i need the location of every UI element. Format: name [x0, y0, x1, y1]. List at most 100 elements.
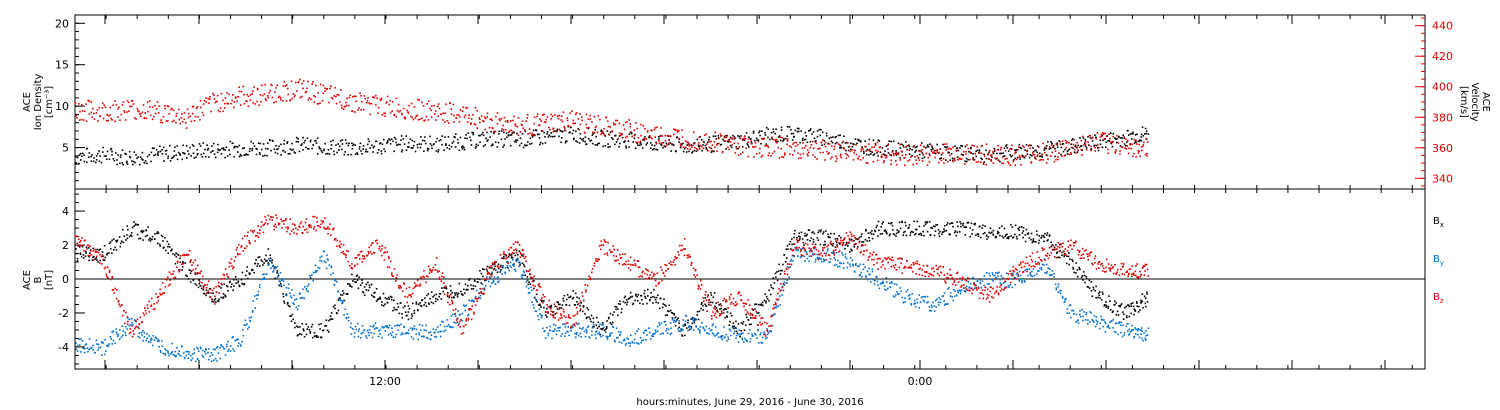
density-point — [266, 154, 268, 157]
b-By-point — [281, 278, 283, 280]
density-point — [1047, 141, 1049, 143]
velocity-point — [976, 146, 978, 148]
b-Bx-point — [435, 297, 437, 300]
density-point — [1115, 138, 1117, 140]
b-Bx-point — [676, 318, 678, 321]
velocity-point — [291, 97, 294, 100]
velocity-point — [319, 83, 322, 86]
density-point — [289, 152, 291, 155]
density-point — [968, 150, 970, 153]
velocity-point — [144, 112, 146, 114]
b-By-point — [294, 299, 296, 301]
velocity-point — [1059, 143, 1062, 146]
b-By-point — [188, 351, 190, 353]
b-By-point — [695, 318, 698, 321]
density-point — [129, 156, 132, 159]
density-point — [164, 150, 167, 152]
b-Bx-point — [1010, 223, 1012, 226]
velocity-point — [1018, 154, 1021, 157]
b-By-point — [350, 322, 352, 325]
b-Bx-point — [844, 244, 847, 246]
velocity-point — [486, 116, 488, 118]
velocity-point — [1083, 144, 1085, 146]
b-Bx-point — [915, 232, 917, 235]
density-point — [481, 133, 483, 136]
b-Bx-point — [924, 223, 927, 225]
velocity-point — [998, 159, 1000, 162]
velocity-point — [183, 112, 186, 114]
velocity-point — [557, 117, 560, 120]
b-By-point — [614, 340, 616, 343]
velocity-point — [433, 104, 435, 107]
b-Bx-point — [411, 315, 414, 317]
b-By-point — [95, 339, 98, 342]
b-Bx-point — [482, 275, 484, 278]
b-Bx-point — [620, 311, 623, 314]
b-Bx-point — [765, 300, 767, 303]
b-Bx-point — [511, 256, 514, 259]
density-point — [1000, 152, 1002, 155]
velocity-point — [889, 153, 891, 156]
b-By-point — [131, 321, 133, 324]
density-point — [477, 144, 479, 147]
density-point — [917, 157, 920, 159]
velocity-point — [950, 148, 952, 150]
b-Bx-point — [480, 272, 483, 275]
b-By-point — [376, 327, 379, 329]
density-point — [384, 150, 386, 153]
b-By-point — [589, 337, 591, 339]
velocity-point — [110, 117, 112, 120]
b-Bx-point — [395, 308, 398, 311]
b-Bx-point — [406, 314, 408, 317]
density-point — [126, 163, 129, 165]
density-point — [472, 133, 475, 136]
b-Bx-point — [908, 224, 911, 226]
density-point — [812, 131, 815, 133]
density-point — [729, 144, 732, 147]
b-By-point — [549, 329, 552, 332]
velocity-point — [133, 117, 136, 119]
density-point — [155, 148, 158, 151]
b-Bx-point — [736, 332, 739, 335]
velocity-point — [474, 107, 477, 109]
velocity-point — [88, 100, 91, 103]
b-Bx-point — [739, 335, 741, 338]
density-point — [354, 144, 357, 146]
b-Bx-point — [419, 302, 421, 304]
b-Bx-point — [276, 270, 279, 272]
b-Bx-point — [423, 304, 425, 306]
density-point — [1140, 139, 1143, 142]
velocity-point — [584, 132, 586, 134]
density-point — [1097, 149, 1100, 152]
b-By-point — [744, 337, 746, 340]
density-point — [942, 143, 944, 146]
density-point — [745, 132, 748, 134]
density-point — [479, 141, 481, 143]
b-Bx-point — [1044, 232, 1046, 235]
b-By-point — [766, 328, 769, 330]
b-Bx-point — [964, 234, 967, 236]
b-By-point — [434, 331, 436, 334]
density-point — [794, 129, 797, 132]
velocity-point — [114, 100, 116, 102]
b-Bx-point — [513, 263, 515, 265]
b-Bx-point — [167, 243, 170, 245]
density-point — [1073, 151, 1076, 153]
velocity-point — [765, 144, 768, 147]
velocity-point — [969, 158, 971, 161]
density-point — [1139, 139, 1142, 142]
b-Bx-point — [238, 285, 241, 288]
b-Bx-point — [269, 257, 272, 260]
b-Bx-point — [476, 278, 479, 280]
density-point — [515, 141, 517, 143]
density-point — [710, 147, 713, 150]
b-By-point — [449, 326, 452, 328]
b-Bx-point — [1025, 228, 1028, 231]
b-Bx-point — [102, 255, 104, 258]
b-Bx-point — [340, 293, 342, 296]
density-point — [869, 150, 872, 153]
velocity-point — [83, 119, 85, 121]
b-By-point — [764, 337, 767, 340]
b-By-point — [889, 282, 891, 284]
b-By-point — [359, 337, 362, 339]
